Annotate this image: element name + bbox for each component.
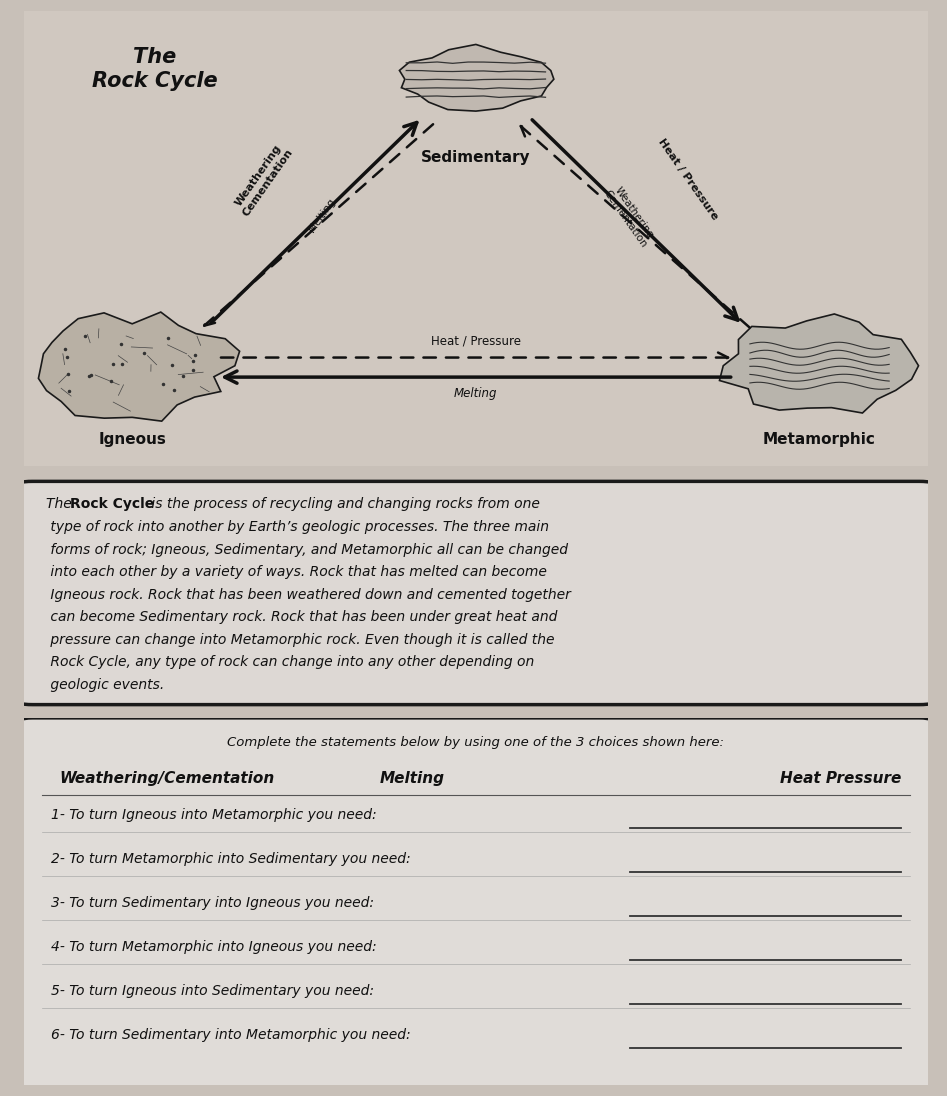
Text: 5- To turn Igneous into Sedimentary you need:: 5- To turn Igneous into Sedimentary you … — [51, 984, 374, 998]
FancyBboxPatch shape — [14, 718, 938, 1088]
Text: Igneous: Igneous — [98, 432, 166, 447]
Text: is the process of recycling and changing rocks from one: is the process of recycling and changing… — [147, 498, 540, 512]
Text: The: The — [46, 498, 77, 512]
Text: 1- To turn Igneous into Metamorphic you need:: 1- To turn Igneous into Metamorphic you … — [51, 808, 376, 822]
Text: Sedimentary: Sedimentary — [421, 150, 530, 164]
Text: type of rock into another by Earth’s geologic processes. The three main: type of rock into another by Earth’s geo… — [46, 520, 549, 534]
Text: Igneous rock. Rock that has been weathered down and cemented together: Igneous rock. Rock that has been weather… — [46, 587, 571, 602]
Text: 2- To turn Metamorphic into Sedimentary you need:: 2- To turn Metamorphic into Sedimentary … — [51, 852, 410, 866]
Text: Weathering/Cementation: Weathering/Cementation — [60, 772, 275, 786]
Text: Weathering
Cementation: Weathering Cementation — [601, 182, 658, 250]
Text: Rock Cycle, any type of rock can change into any other depending on: Rock Cycle, any type of rock can change … — [46, 655, 534, 670]
Text: pressure can change into Metamorphic rock. Even though it is called the: pressure can change into Metamorphic roc… — [46, 632, 555, 647]
Text: Melting: Melting — [307, 197, 337, 235]
Text: into each other by a variety of ways. Rock that has melted can become: into each other by a variety of ways. Ro… — [46, 566, 547, 579]
FancyBboxPatch shape — [14, 481, 938, 705]
Text: can become Sedimentary rock. Rock that has been under great heat and: can become Sedimentary rock. Rock that h… — [46, 610, 558, 625]
Text: Complete the statements below by using one of the 3 choices shown here:: Complete the statements below by using o… — [227, 737, 724, 750]
Text: Heat Pressure: Heat Pressure — [779, 772, 901, 786]
Polygon shape — [720, 313, 919, 413]
Text: Heat / Pressure: Heat / Pressure — [431, 334, 521, 347]
Polygon shape — [39, 312, 240, 421]
Text: Metamorphic: Metamorphic — [763, 432, 876, 447]
Text: Weathering
Cementation: Weathering Cementation — [232, 140, 295, 218]
Text: Rock Cycle: Rock Cycle — [70, 498, 154, 512]
Text: The
Rock Cycle: The Rock Cycle — [92, 47, 218, 91]
FancyBboxPatch shape — [14, 9, 938, 470]
Text: Melting: Melting — [380, 772, 445, 786]
Polygon shape — [400, 45, 554, 111]
Text: Melting: Melting — [455, 387, 497, 400]
Text: 3- To turn Sedimentary into Igneous you need:: 3- To turn Sedimentary into Igneous you … — [51, 895, 374, 910]
Text: Heat / Pressure: Heat / Pressure — [656, 137, 721, 221]
Text: forms of rock; Igneous, Sedimentary, and Metamorphic all can be changed: forms of rock; Igneous, Sedimentary, and… — [46, 543, 568, 557]
Text: 6- To turn Sedimentary into Metamorphic you need:: 6- To turn Sedimentary into Metamorphic … — [51, 1028, 410, 1042]
Text: 4- To turn Metamorphic into Igneous you need:: 4- To turn Metamorphic into Igneous you … — [51, 940, 376, 954]
Text: geologic events.: geologic events. — [46, 678, 165, 692]
